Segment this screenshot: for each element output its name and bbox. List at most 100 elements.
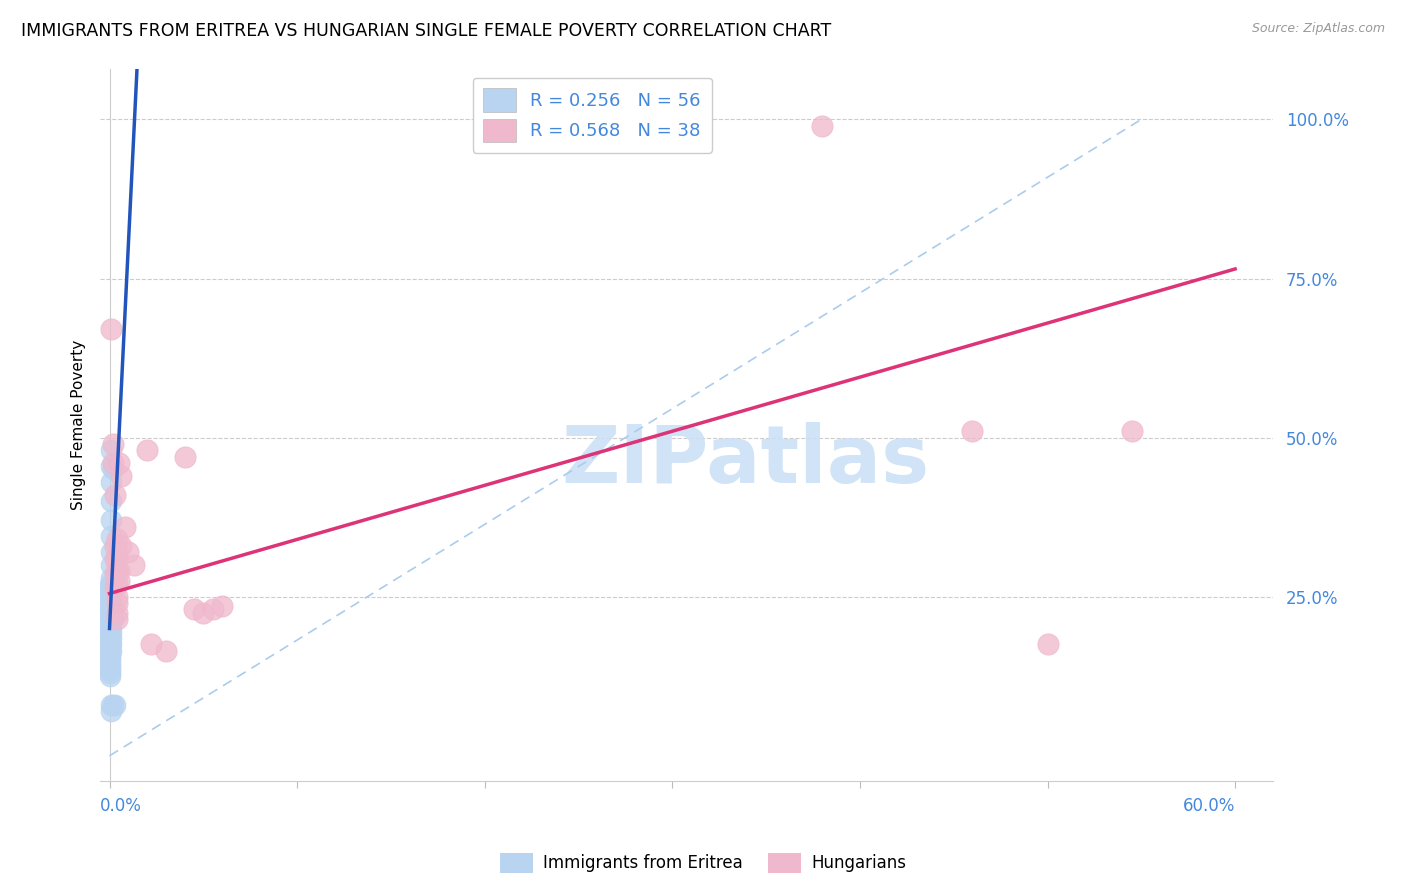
Point <box>155 644 177 658</box>
Point <box>104 580 127 594</box>
Point <box>114 519 136 533</box>
Point <box>98 592 121 607</box>
Point <box>100 624 122 639</box>
Point <box>105 561 128 575</box>
Point <box>103 437 125 451</box>
Point <box>98 663 121 677</box>
Point <box>201 602 224 616</box>
Point <box>104 567 127 582</box>
Point <box>98 615 121 629</box>
Point <box>98 628 121 642</box>
Point <box>105 606 128 620</box>
Point <box>98 586 121 600</box>
Point <box>98 631 121 645</box>
Point <box>100 599 122 614</box>
Point <box>100 612 122 626</box>
Point <box>105 596 128 610</box>
Point <box>193 606 215 620</box>
Point <box>100 494 122 508</box>
Point <box>103 612 125 626</box>
Point <box>100 558 122 572</box>
Point <box>98 634 121 648</box>
Point <box>98 644 121 658</box>
Point <box>98 618 121 632</box>
Point <box>173 450 195 464</box>
Text: 60.0%: 60.0% <box>1182 797 1234 815</box>
Point <box>98 590 121 604</box>
Point <box>98 659 121 673</box>
Point <box>98 669 121 683</box>
Point <box>98 647 121 661</box>
Point <box>98 622 121 636</box>
Point <box>136 443 159 458</box>
Point <box>108 456 131 470</box>
Point <box>98 637 121 651</box>
Point <box>105 590 128 604</box>
Point <box>105 549 128 563</box>
Point <box>100 459 122 474</box>
Point <box>100 618 122 632</box>
Point <box>98 580 121 594</box>
Point <box>633 119 655 133</box>
Point <box>962 424 984 438</box>
Point <box>98 577 121 591</box>
Point <box>105 533 128 547</box>
Point <box>100 606 122 620</box>
Point <box>98 599 121 614</box>
Point <box>139 637 162 651</box>
Point <box>98 650 121 665</box>
Point <box>100 571 122 585</box>
Point <box>98 653 121 667</box>
Point <box>108 574 131 588</box>
Point <box>98 606 121 620</box>
Point <box>100 475 122 490</box>
Point <box>98 602 121 616</box>
Point <box>100 644 122 658</box>
Point <box>104 698 127 712</box>
Point <box>110 539 132 553</box>
Point <box>98 583 121 598</box>
Point <box>98 624 121 639</box>
Point <box>100 513 122 527</box>
Text: Source: ZipAtlas.com: Source: ZipAtlas.com <box>1251 22 1385 36</box>
Point <box>110 468 132 483</box>
Point <box>98 608 121 623</box>
Point <box>98 640 121 655</box>
Point <box>183 602 205 616</box>
Point <box>108 564 131 578</box>
Point <box>105 612 128 626</box>
Point <box>104 488 127 502</box>
Text: 0.0%: 0.0% <box>100 797 142 815</box>
Y-axis label: Single Female Poverty: Single Female Poverty <box>72 340 86 510</box>
Point <box>211 599 233 614</box>
Point <box>100 322 122 336</box>
Point <box>1121 424 1143 438</box>
Text: IMMIGRANTS FROM ERITREA VS HUNGARIAN SINGLE FEMALE POVERTY CORRELATION CHART: IMMIGRANTS FROM ERITREA VS HUNGARIAN SIN… <box>21 22 831 40</box>
Point <box>98 657 121 671</box>
Point <box>100 698 122 712</box>
Point <box>98 666 121 681</box>
Point <box>117 545 139 559</box>
Point <box>104 539 127 553</box>
Point <box>98 612 121 626</box>
Point <box>1036 637 1059 651</box>
Point <box>100 631 122 645</box>
Point <box>100 637 122 651</box>
Point <box>100 704 122 718</box>
Text: ZIPatlas: ZIPatlas <box>561 422 929 500</box>
Point <box>103 462 125 476</box>
Point <box>100 443 122 458</box>
Point <box>103 456 125 470</box>
Point <box>100 545 122 559</box>
Point <box>98 596 121 610</box>
Point <box>104 551 127 566</box>
Point <box>103 698 125 712</box>
Legend: Immigrants from Eritrea, Hungarians: Immigrants from Eritrea, Hungarians <box>494 847 912 880</box>
Point <box>811 119 834 133</box>
Point <box>100 529 122 543</box>
Point <box>100 583 122 598</box>
Point <box>122 558 145 572</box>
Point <box>100 592 122 607</box>
Point <box>103 602 125 616</box>
Legend: R = 0.256   N = 56, R = 0.568   N = 38: R = 0.256 N = 56, R = 0.568 N = 38 <box>472 78 711 153</box>
